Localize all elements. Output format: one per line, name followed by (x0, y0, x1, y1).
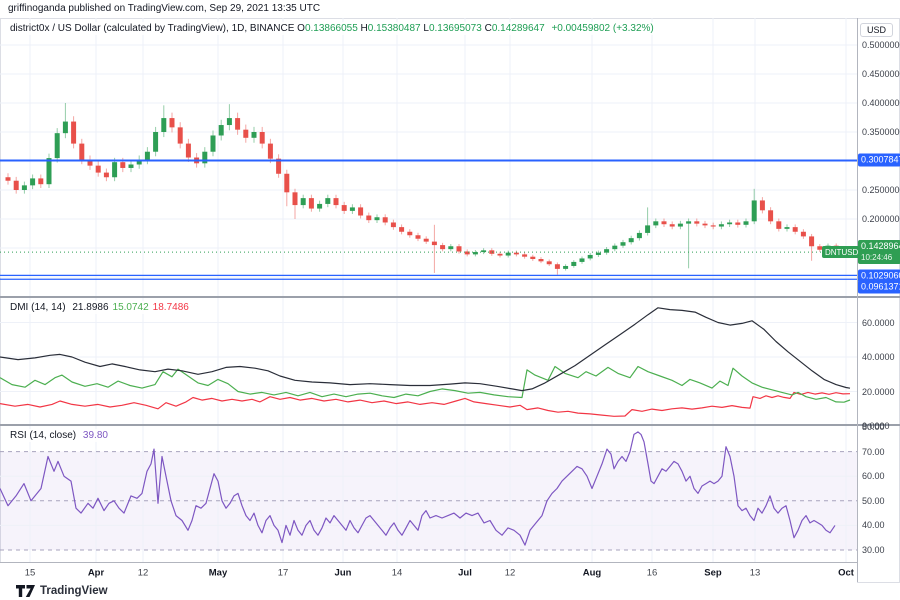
tradingview-logo-icon (16, 585, 35, 597)
rsi-tick-label: 60.00 (862, 471, 885, 482)
time-tick-label: Jun (334, 567, 352, 579)
ohlc-letter: C (481, 23, 492, 34)
countdown-timer: 10:24:46 (861, 253, 893, 262)
time-tick-label: Apr (87, 567, 105, 579)
rsi-tick-label: 70.00 (862, 446, 885, 457)
ohlc-values: O0.13866055 H0.15380487 L0.13695073 C0.1… (297, 23, 545, 34)
rsi-tick-label: 40.00 (862, 520, 885, 531)
symbol-title: district0x / US Dollar (calculated by Tr… (10, 23, 295, 34)
rsi-legend: RSI (14, close) 39.80 (6, 429, 112, 442)
time-tick-label: 17 (277, 567, 289, 579)
price-tick-label: 0.25000000 (862, 185, 900, 195)
rsi-tick-label: 80.00 (862, 422, 885, 432)
dmi-tick-label: 0.0000 (862, 421, 890, 431)
series-price-tag: DNTUSD (822, 246, 862, 258)
price-line-label: 0.10290604 (858, 269, 900, 283)
rsi-title: RSI (14, close) (10, 430, 77, 441)
pane-divider[interactable] (0, 424, 900, 426)
price-tick-label: 0.50000000 (862, 40, 900, 50)
axis-separator (857, 18, 858, 582)
time-tick-label: 13 (749, 567, 761, 579)
price-line-label: 0.30078474 (858, 153, 900, 167)
dmi-tick-label: 40.0000 (862, 352, 895, 362)
rsi-tick-label: 50.00 (862, 495, 885, 506)
time-tick-label: 16 (646, 567, 658, 579)
time-tick-label: 12 (504, 567, 516, 579)
publish-info: griffinoganda published on TradingView.c… (8, 3, 321, 14)
time-axis[interactable]: 15 Apr 12 May 17 Jun 14 Jul 12 Aug 16 Sep 13 Oct (0, 562, 857, 583)
rsi-indicator-pane[interactable] (0, 426, 857, 562)
dmi-tick-label: 60.0000 (862, 317, 895, 328)
dmi-value: 15.0742 (112, 302, 149, 313)
pane-divider[interactable] (0, 296, 900, 298)
time-tick-label: May (208, 567, 228, 579)
rsi-tick-label: 30.00 (862, 545, 885, 555)
price-line-label: 0.1428964710:24:46 (858, 240, 900, 264)
candlestick-chart[interactable] (0, 18, 857, 296)
dmi-value: 18.7486 (152, 302, 189, 313)
change-value: +0.00459802 (+3.32%) (551, 23, 654, 34)
symbol-legend: district0x / US Dollar (calculated by Tr… (6, 22, 658, 35)
ohlc-number: 0.13866055 (304, 23, 358, 34)
time-tick-label: Aug (582, 567, 602, 579)
time-tick-label: Sep (704, 567, 722, 579)
dmi-title: DMI (14, 14) (10, 302, 66, 313)
time-tick-label: 15 (24, 567, 36, 579)
dmi-indicator-pane[interactable] (0, 298, 857, 424)
ohlc-number: 0.13695073 (428, 23, 482, 34)
ohlc-number: 0.14289647 (491, 23, 545, 34)
price-line-label: 0.09613715 (858, 280, 900, 294)
time-tick-label: 14 (391, 567, 403, 579)
time-tick-label: 12 (137, 567, 149, 579)
ohlc-number: 0.15380487 (367, 23, 421, 34)
dmi-legend: DMI (14, 14) 21.8986 15.0742 18.7486 (6, 301, 193, 314)
dmi-value: 21.8986 (72, 302, 109, 313)
price-tick-label: 0.20000000 (862, 214, 900, 224)
dmi-tick-label: 20.0000 (862, 386, 895, 397)
price-tick-label: 0.45000000 (862, 69, 900, 79)
price-tick-label: 0.40000000 (862, 98, 900, 108)
ohlc-letter: L (420, 23, 429, 34)
time-tick-label: Oct (838, 567, 854, 579)
header-bar: griffinoganda published on TradingView.c… (0, 0, 900, 18)
dmi-values: 21.8986 15.0742 18.7486 (68, 302, 188, 313)
tradingview-logo-text: TradingView (40, 585, 108, 597)
currency-button[interactable]: USD (860, 23, 894, 37)
ohlc-letter: O (297, 23, 305, 34)
price-tick-label: 0.35000000 (862, 127, 900, 137)
time-tick-label: Jul (458, 567, 472, 579)
tradingview-logo: TradingView (16, 585, 108, 597)
ohlc-letter: H (357, 23, 368, 34)
rsi-value: 39.80 (82, 430, 108, 441)
